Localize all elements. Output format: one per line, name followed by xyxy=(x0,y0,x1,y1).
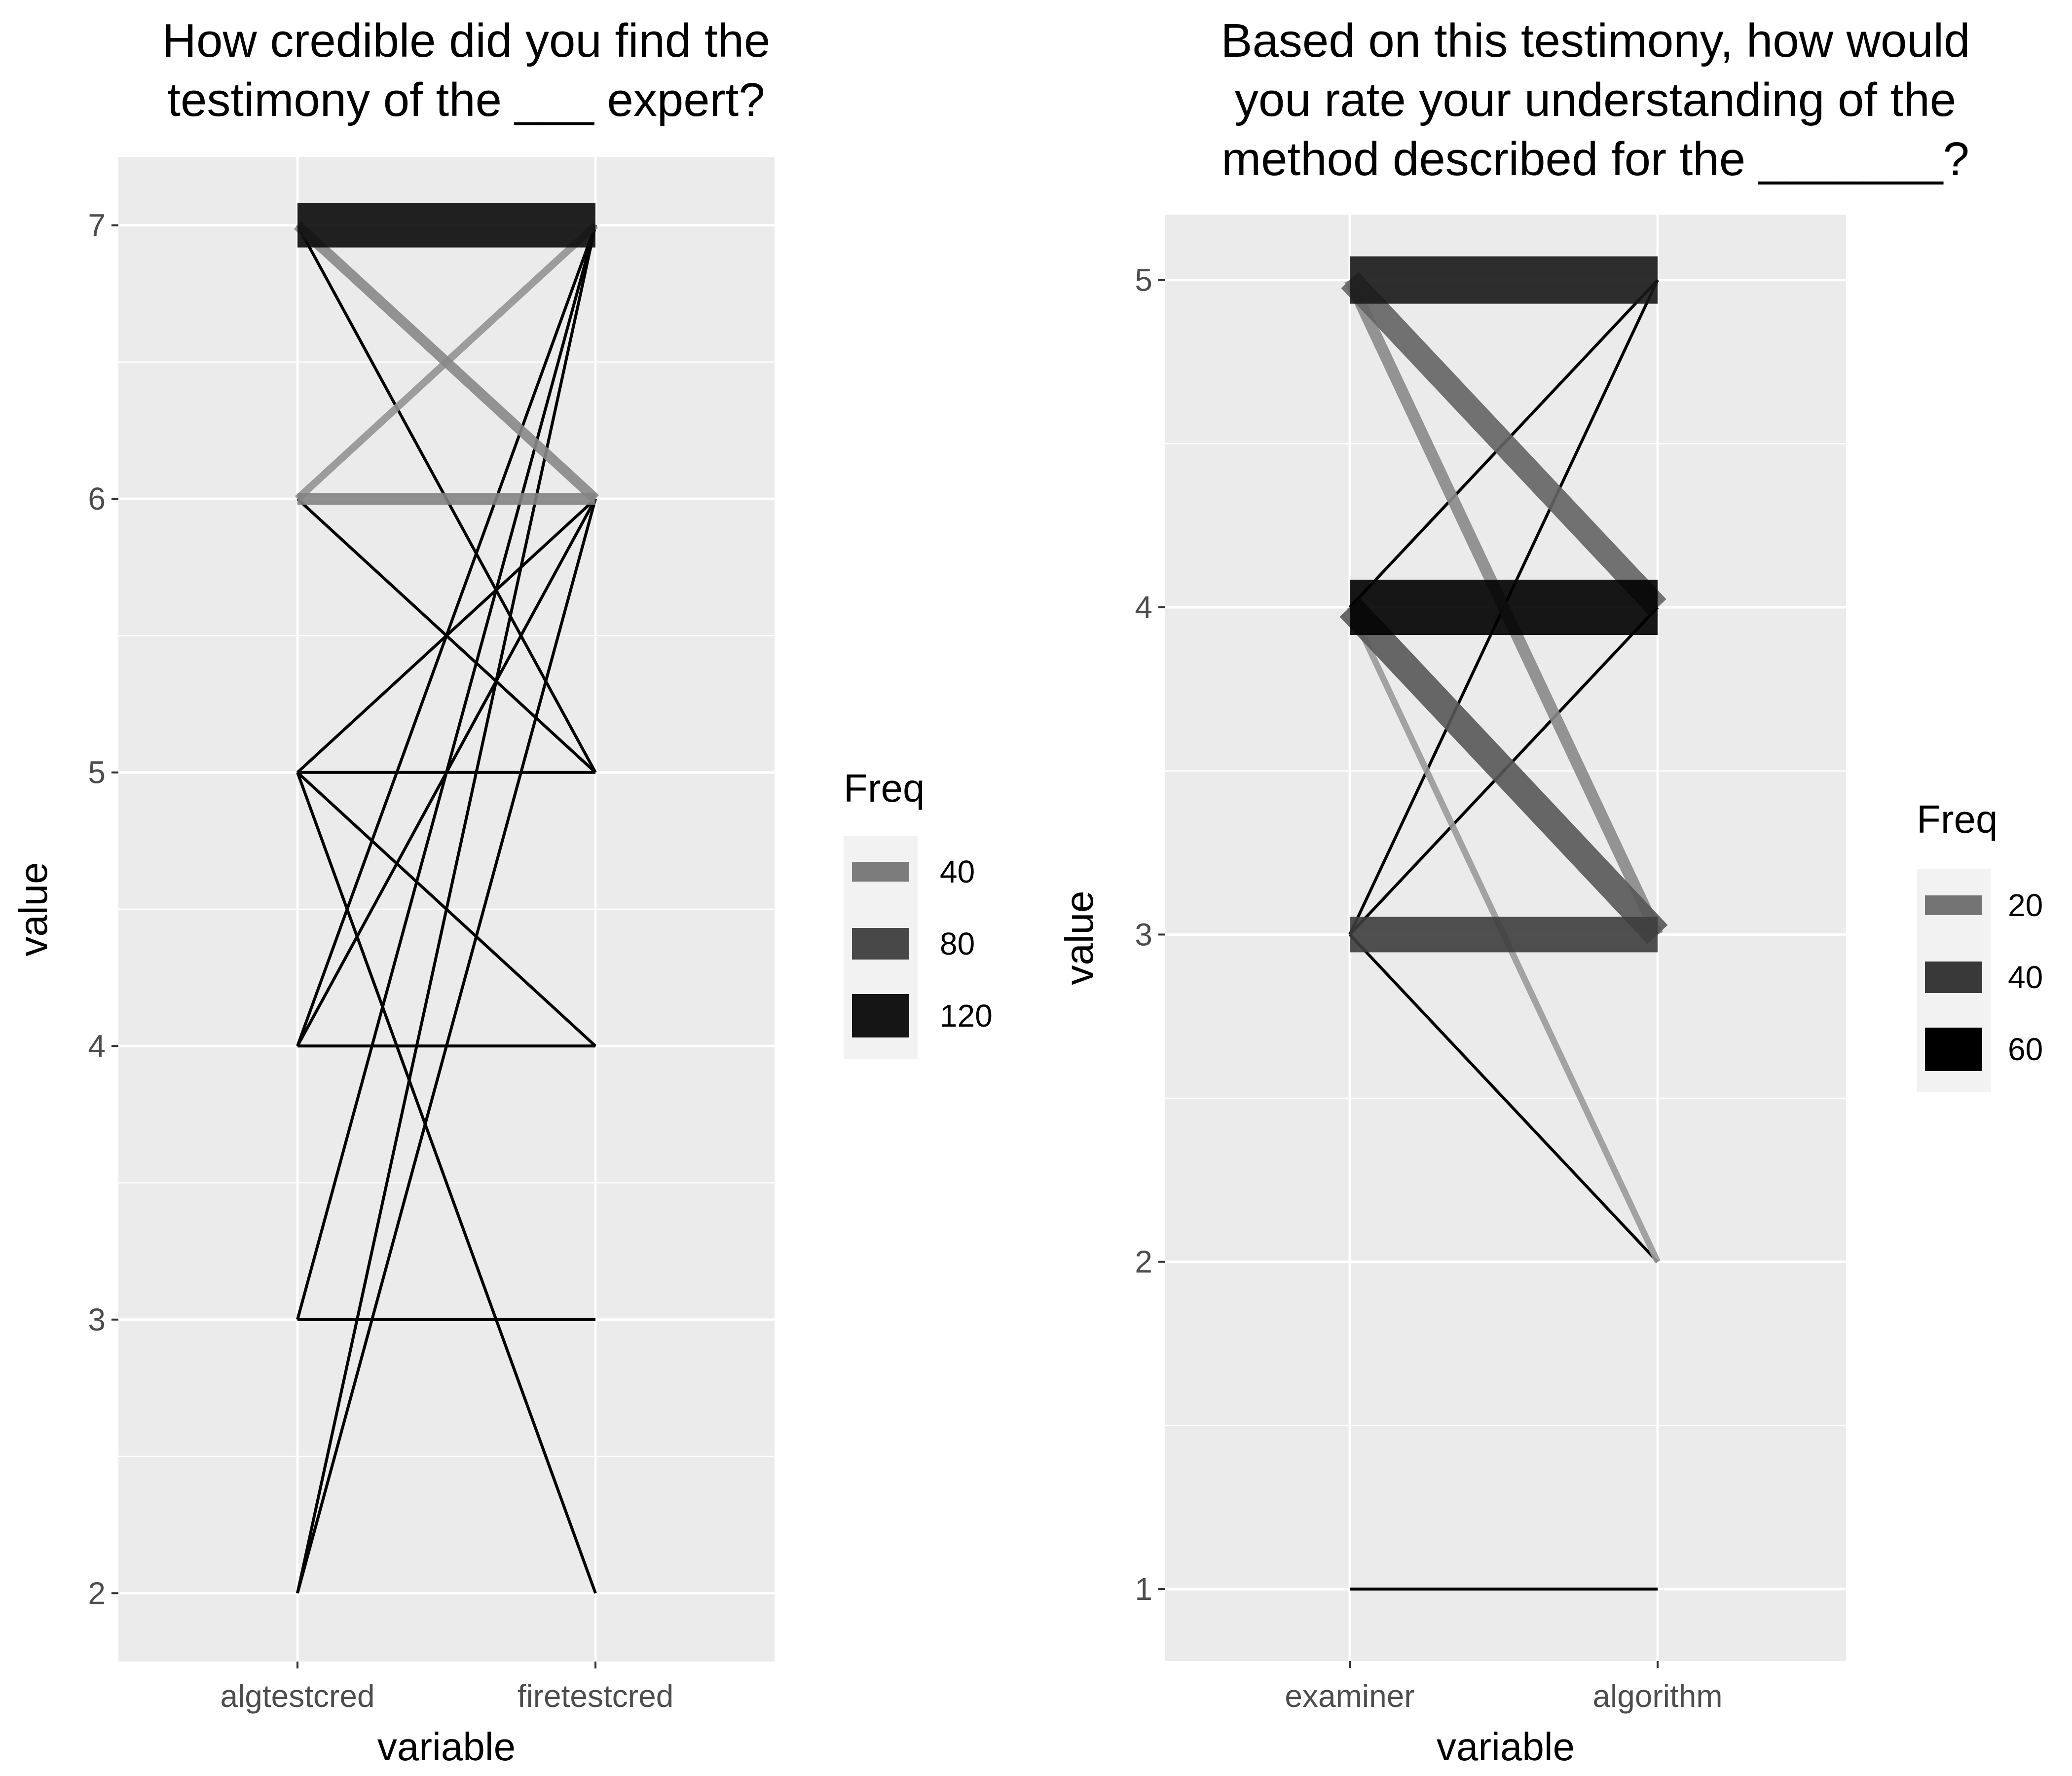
x-axis-title: variable xyxy=(377,1725,516,1769)
x-axis-title: variable xyxy=(1437,1725,1575,1769)
legend-title: Freq xyxy=(844,766,925,810)
x-tick-label: firetestcred xyxy=(518,1678,674,1714)
link-segment xyxy=(294,221,599,503)
legend-key xyxy=(1925,895,1982,915)
y-axis-title: value xyxy=(1057,890,1101,985)
x-tick-label: algtestcred xyxy=(220,1678,374,1714)
y-tick-label: 2 xyxy=(88,1575,106,1611)
chart-title: Based on this testimony, how would you ra… xyxy=(1221,14,1970,185)
legend: Freq 20 40 60 xyxy=(1917,797,2043,1092)
legend-label: 20 xyxy=(2008,888,2043,923)
legend-title: Freq xyxy=(1917,797,1998,841)
y-tick-label: 3 xyxy=(88,1302,106,1337)
title-line: How credible did you find the xyxy=(162,14,771,67)
y-tick-label: 1 xyxy=(1135,1571,1152,1607)
y-tick-label: 5 xyxy=(88,755,106,790)
y-tick-label: 3 xyxy=(1135,917,1152,952)
legend-key xyxy=(852,994,909,1037)
legend-label: 40 xyxy=(940,854,975,889)
legend-label: 60 xyxy=(2008,1032,2043,1067)
title-line: testimony of the ___ expert? xyxy=(167,74,765,126)
understanding-chart: Based on this testimony, how would you ra… xyxy=(1057,14,2043,1769)
legend: Freq 40 80 120 xyxy=(844,766,993,1059)
legend-label: 80 xyxy=(940,926,975,962)
link-segment xyxy=(1339,597,1668,944)
y-tick-label: 7 xyxy=(88,208,106,243)
x-tick-label: examiner xyxy=(1285,1678,1414,1714)
y-tick-label: 4 xyxy=(1135,590,1152,625)
link-segment xyxy=(1341,272,1666,616)
link-segment xyxy=(296,771,597,1047)
y-tick-label: 5 xyxy=(1135,262,1152,298)
y-axis-title: value xyxy=(11,862,55,956)
legend-key xyxy=(852,928,909,960)
title-line: you rate your understanding of the xyxy=(1235,74,1956,126)
link-segment xyxy=(296,497,597,774)
legend-key xyxy=(852,862,909,882)
x-tick-label: algorithm xyxy=(1592,1678,1722,1714)
legend-label: 40 xyxy=(2008,960,2043,995)
legend-label: 120 xyxy=(940,998,993,1034)
y-tick-label: 4 xyxy=(88,1028,106,1064)
title-line: method described for the _______? xyxy=(1221,133,1969,185)
chart-title: How credible did you find the testimony o… xyxy=(162,14,771,126)
y-tick-label: 6 xyxy=(88,481,106,517)
legend-key xyxy=(1925,962,1982,993)
y-tick-label: 2 xyxy=(1135,1244,1152,1280)
title-line: Based on this testimony, how would xyxy=(1221,14,1970,67)
link-segment xyxy=(296,498,597,1047)
link-segment xyxy=(1348,933,1659,1263)
legend-key xyxy=(1925,1028,1982,1071)
credibility-chart: How credible did you find the testimony o… xyxy=(11,14,993,1769)
